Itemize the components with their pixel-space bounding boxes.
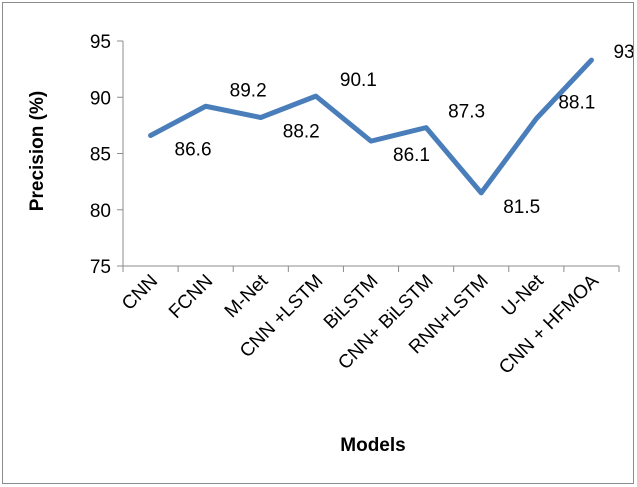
x-axis-title: Models	[340, 435, 405, 456]
data-label: 86.6	[175, 140, 212, 161]
data-label: 90.1	[340, 70, 377, 91]
y-tick-label: 80	[90, 201, 111, 222]
data-label: 87.3	[448, 102, 485, 123]
x-tick-label: CNN+ BiLSTM	[334, 271, 437, 374]
x-tick-label: M-Net	[221, 270, 273, 322]
y-tick-labels: 75 80 85 90 95	[90, 32, 111, 278]
x-tick-label: CNN	[118, 271, 162, 315]
y-axis-title: Precision (%)	[27, 91, 48, 211]
x-tick-label: U-Net	[498, 270, 548, 320]
y-tick-label: 85	[90, 145, 111, 166]
data-label: 81.5	[503, 197, 540, 218]
data-label: 86.1	[393, 145, 430, 166]
x-tick-label: CNN + HFMOA	[495, 270, 603, 378]
y-tick-label: 90	[90, 88, 111, 109]
x-tick-label: FCNN	[165, 271, 217, 323]
y-tick-label: 95	[90, 32, 111, 53]
series-line	[148, 57, 594, 196]
data-label: 88.1	[558, 93, 595, 114]
data-label: 89.2	[230, 80, 267, 101]
data-label: 93.3	[613, 42, 634, 63]
data-label: 88.2	[283, 122, 320, 143]
axes	[117, 40, 620, 272]
data-labels: 86.6 89.2 88.2 90.1 86.1 87.3 81.5 88.1 93.3	[175, 42, 634, 218]
y-tick-label: 75	[90, 257, 111, 278]
